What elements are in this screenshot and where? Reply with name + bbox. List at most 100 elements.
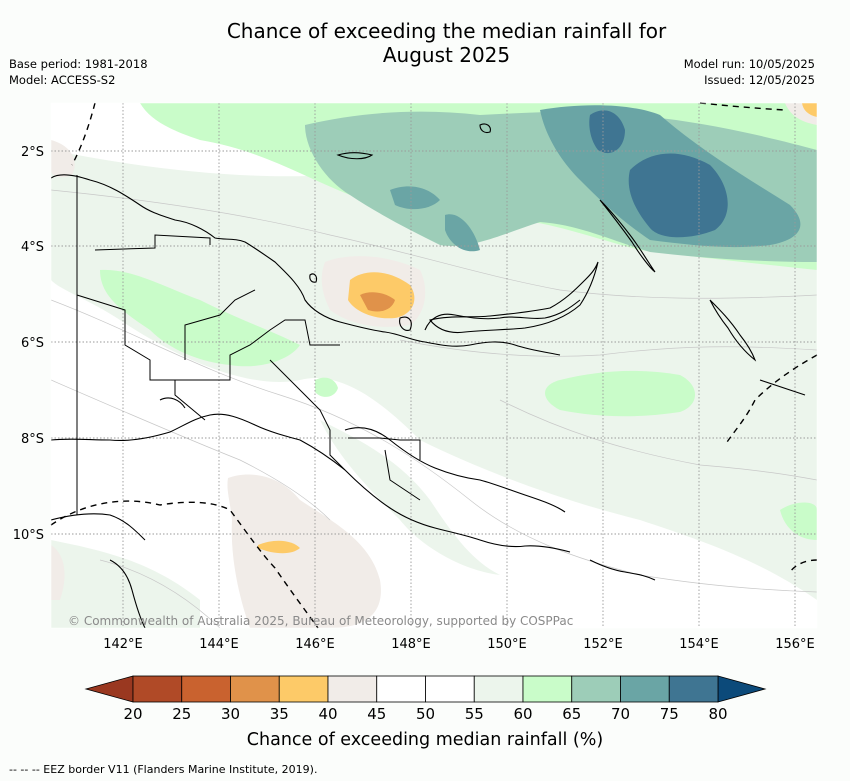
zone-35-40-sw [258,540,300,554]
colorbar-swatch-4 [327,675,378,703]
province-border-3 [150,319,340,381]
lat-label-0: 2°S [21,145,44,160]
colorbar-tick-11: 75 [660,705,679,723]
lat-label-4: 10°S [13,528,44,543]
model-name: Model: ACCESS-S2 [9,73,116,87]
zone-40-45-w [51,140,75,600]
colorbar-tick-1: 25 [172,705,191,723]
colorbar-tick-7: 55 [465,705,484,723]
torres-coast [51,513,146,541]
province-border-7 [384,449,421,501]
colorbar: 20 25 30 35 40 45 50 55 60 65 70 75 80 [84,675,767,723]
zone-55-60 [51,150,817,600]
colorbar-swatch-3 [278,675,329,703]
small-island-1 [479,123,491,134]
zone-40-45-sw [227,474,381,628]
lon-label-0: 142°E [103,637,143,652]
eez-border-east [724,354,818,446]
probability-shading [51,103,817,628]
zone-30-35-png [360,292,395,312]
colorbar-tick-0: 20 [123,705,142,723]
meta-right: Model run: 10/05/2025 Issued: 12/05/2025 [684,56,815,88]
lat-label-3: 8°S [21,432,44,447]
cape-york [109,559,146,628]
meta-left: Base period: 1981-2018 Model: ACCESS-S2 [9,56,148,88]
province-border-2 [76,294,206,421]
colorbar-swatch-6 [425,675,475,703]
zone-60-65-se [780,502,817,540]
colorbar-swatch-2 [230,675,280,703]
new-britain [429,261,599,334]
colorbar-under-arrow [84,675,134,703]
lon-label-4: 150°E [487,637,527,652]
colorbar-tick-5: 45 [367,705,386,723]
solomon-islands [759,379,806,396]
colorbar-swatch-5 [376,675,426,703]
colorbar-tick-6: 50 [416,705,435,723]
small-island-3 [399,316,412,331]
contour-lines [51,189,817,628]
graticule [51,103,817,628]
colorbar-over-arrow [717,675,767,703]
papuan-peninsula [344,427,566,513]
zone-55-60b [320,420,500,575]
eez-borders [50,102,818,629]
eez-border-south [50,500,319,629]
lat-label-1: 4°S [21,240,44,255]
colorbar-tick-4: 40 [318,705,337,723]
colorbar-swatch-11 [668,675,719,703]
new-guinea-north-coast [51,174,561,356]
small-island-2 [309,273,318,283]
colorbar-swatch-7 [473,675,524,703]
borders [76,175,421,515]
lon-label-5: 152°E [583,637,623,652]
colorbar-tick-3: 35 [270,705,289,723]
eez-border-ne [699,102,786,111]
zone-60-65-east [545,370,695,417]
zone-75-80 [589,110,728,238]
eez-border-west [71,102,96,166]
colorbar-swatch-10 [620,675,670,703]
huon-peninsula [424,299,581,331]
base-period: Base period: 1981-2018 [9,57,148,71]
province-border-5 [269,359,346,471]
lon-label-2: 146°E [295,637,335,652]
coastlines [51,123,806,628]
eez-legend-footer: -- -- -- EEZ border V11 (Flanders Marine… [9,763,318,776]
lat-label-2: 6°S [21,336,44,351]
colorbar-tick-12: 80 [708,705,727,723]
colorbar-swatch-9 [571,675,621,703]
colorbar-swatch-8 [522,675,573,703]
colorbar-tick-8: 60 [513,705,532,723]
eez-border-se [789,559,818,573]
louisiade [589,559,656,581]
zone-60-65-mid [315,377,338,397]
title-line-2: August 2025 [382,43,511,67]
issued-date: Issued: 12/05/2025 [704,73,815,87]
province-border-6 [348,437,421,460]
zone-35-40-ne [802,103,817,117]
copyright-credit: © Commonwealth of Australia 2025, Bureau… [68,614,574,628]
lon-label-1: 144°E [199,637,239,652]
manus [336,152,374,160]
model-run: Model run: 10/05/2025 [683,57,815,71]
colorbar-tick-9: 65 [562,705,581,723]
map-title: Chance of exceeding the median rainfall … [0,19,850,67]
longitude-axis: 142°E 144°E 146°E 148°E 150°E 152°E 154°… [103,637,815,652]
colorbar-title: Chance of exceeding median rainfall (%) [246,730,604,750]
new-guinea-south-coast [51,413,571,553]
zone-60-65-inland [100,269,300,367]
title-line-1: Chance of exceeding the median rainfall … [226,19,667,43]
colorbar-swatch-1 [181,675,231,703]
latitude-axis: 2°S 4°S 6°S 8°S 10°S [13,145,44,543]
lon-label-7: 156°E [775,637,815,652]
province-border-4 [184,289,256,360]
new-ireland [599,199,656,273]
province-border-1 [94,234,211,251]
colorbar-tick-2: 30 [221,705,240,723]
bougainville [709,299,757,362]
lon-label-6: 154°E [679,637,719,652]
zone-55-60c [51,540,200,628]
western-islands [159,397,186,409]
